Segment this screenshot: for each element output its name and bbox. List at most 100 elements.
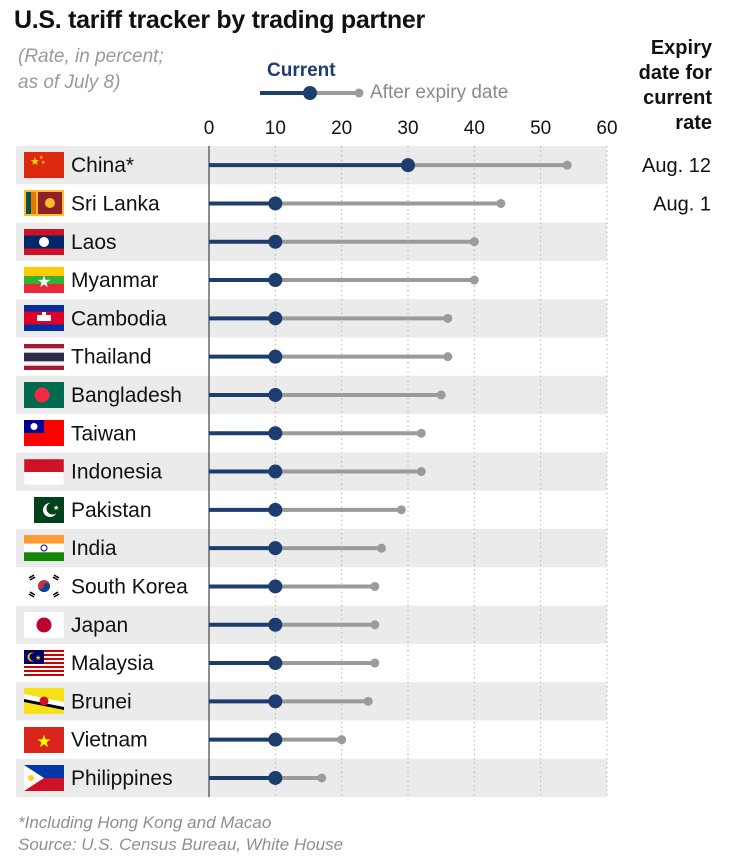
country-label: Cambodia	[71, 307, 167, 330]
myanmar-flag-icon: ★	[24, 267, 64, 294]
chart-subtitle: (Rate, in percent; as of July 8)	[18, 44, 238, 96]
country-label: Taiwan	[71, 422, 136, 445]
bangladesh-flag-icon	[24, 381, 64, 408]
indonesia-flag-icon	[24, 458, 64, 485]
expiry-header-line-4: rate	[675, 112, 712, 134]
after-expiry-dot	[370, 658, 380, 668]
country-label: Sri Lanka	[71, 192, 160, 215]
svg-text:★: ★	[53, 504, 59, 512]
svg-text:★: ★	[36, 732, 51, 751]
x-tick-label: 50	[530, 118, 551, 139]
laos-flag-icon	[24, 228, 64, 255]
expiry-date-label: Aug. 12	[642, 155, 711, 177]
footnote-source: Source: U.S. Census Bureau, White House	[18, 835, 344, 854]
subtitle-line-1: (Rate, in percent;	[18, 46, 164, 67]
country-label: Thailand	[71, 346, 152, 369]
x-tick-label: 20	[331, 118, 352, 139]
legend-swatch	[260, 86, 364, 100]
brunei-flag-icon	[24, 688, 64, 715]
after-expiry-dot	[436, 390, 446, 400]
country-label: Myanmar	[71, 269, 159, 292]
thailand-flag-icon	[24, 343, 64, 370]
south-korea-flag-icon	[24, 573, 64, 600]
legend-after-label: After expiry date	[370, 82, 509, 103]
taiwan-flag-icon	[24, 420, 64, 447]
x-tick-label: 0	[204, 118, 215, 139]
svg-text:★: ★	[35, 654, 41, 662]
current-dot	[268, 349, 283, 364]
current-dot	[268, 464, 283, 479]
after-expiry-dot	[376, 543, 386, 553]
x-tick-label: 10	[265, 118, 286, 139]
after-expiry-dot	[416, 428, 426, 438]
country-label: China*	[71, 154, 134, 177]
current-dot	[268, 541, 283, 556]
expiry-header-line-1: Expiry	[650, 37, 712, 59]
after-expiry-dot	[363, 696, 373, 706]
after-expiry-dot	[337, 735, 347, 745]
current-dot	[268, 234, 283, 249]
svg-text:★: ★	[30, 156, 40, 168]
country-label: Bangladesh	[71, 384, 182, 407]
after-expiry-dot	[443, 313, 453, 323]
after-expiry-dot	[443, 352, 453, 362]
current-dot	[268, 273, 283, 288]
chart-footnote: *Including Hong Kong and Macao Source: U…	[18, 812, 343, 856]
country-label: Indonesia	[71, 461, 162, 484]
expiry-column-header: Expiry date for current rate	[592, 36, 712, 136]
sri-lanka-flag-icon	[24, 190, 64, 217]
current-dot	[268, 770, 283, 785]
country-label: Vietnam	[71, 729, 148, 752]
current-dot	[268, 732, 283, 747]
current-dot	[268, 311, 283, 326]
current-dot	[268, 502, 283, 517]
country-label: Philippines	[71, 767, 173, 790]
x-tick-label: 40	[464, 118, 485, 139]
after-expiry-dot	[317, 773, 327, 783]
malaysia-flag-icon: ★	[24, 650, 64, 677]
country-label: Brunei	[71, 690, 132, 713]
current-dot	[268, 694, 283, 709]
cambodia-flag-icon	[24, 305, 64, 332]
after-expiry-dot	[562, 160, 572, 170]
pakistan-flag-icon: ★	[24, 496, 64, 523]
country-label: Laos	[71, 231, 117, 254]
current-dot	[268, 426, 283, 441]
after-expiry-dot	[469, 275, 479, 285]
svg-text:★: ★	[39, 155, 44, 161]
current-dot	[401, 158, 415, 173]
legend-current-dot	[303, 86, 317, 100]
after-expiry-dot	[416, 467, 426, 477]
china-flag-icon: ★ ★ ★	[24, 152, 64, 179]
current-dot	[268, 617, 283, 632]
after-expiry-dot	[496, 198, 506, 208]
after-expiry-dot	[469, 237, 479, 247]
country-label: Japan	[71, 614, 128, 637]
legend-current-label: Current	[267, 60, 336, 81]
philippines-flag-icon	[24, 764, 64, 791]
current-dot	[268, 656, 283, 671]
legend-after-dot	[354, 88, 364, 98]
country-label: South Korea	[71, 575, 188, 598]
x-tick-label: 30	[397, 118, 418, 139]
after-expiry-dot	[370, 620, 380, 630]
country-label: India	[71, 537, 117, 560]
expiry-date-label: Aug. 1	[653, 193, 711, 215]
india-flag-icon	[24, 535, 64, 562]
svg-text:★: ★	[37, 274, 51, 291]
footnote-note: *Including Hong Kong and Macao	[18, 813, 272, 832]
current-dot	[268, 579, 283, 594]
chart-title: U.S. tariff tracker by trading partner	[14, 6, 425, 34]
x-tick-label: 60	[596, 118, 617, 139]
svg-text:★: ★	[41, 160, 46, 166]
expiry-header-line-3: current	[643, 87, 712, 109]
expiry-header-line-2: date for	[638, 62, 712, 84]
after-expiry-dot	[370, 581, 380, 591]
after-expiry-dot	[396, 505, 406, 515]
vietnam-flag-icon: ★	[24, 726, 64, 753]
country-label: Malaysia	[71, 652, 154, 675]
subtitle-line-2: as of July 8)	[18, 72, 121, 93]
japan-flag-icon	[24, 611, 64, 638]
country-label: Pakistan	[71, 499, 152, 522]
